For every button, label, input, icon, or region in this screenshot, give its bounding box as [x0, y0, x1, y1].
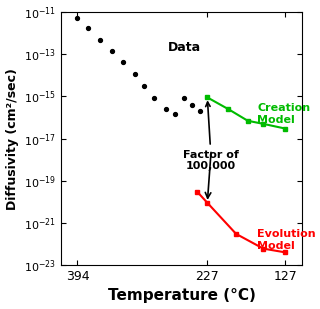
Text: Factor of
100,000: Factor of 100,000 [183, 102, 239, 171]
Text: Evolution
Model: Evolution Model [257, 230, 316, 251]
Text: Creation
Model: Creation Model [257, 103, 310, 125]
Text: Data: Data [168, 40, 201, 53]
Y-axis label: Diffusivity (cm²/sec): Diffusivity (cm²/sec) [5, 68, 19, 210]
X-axis label: Temperature (°C): Temperature (°C) [108, 288, 256, 303]
